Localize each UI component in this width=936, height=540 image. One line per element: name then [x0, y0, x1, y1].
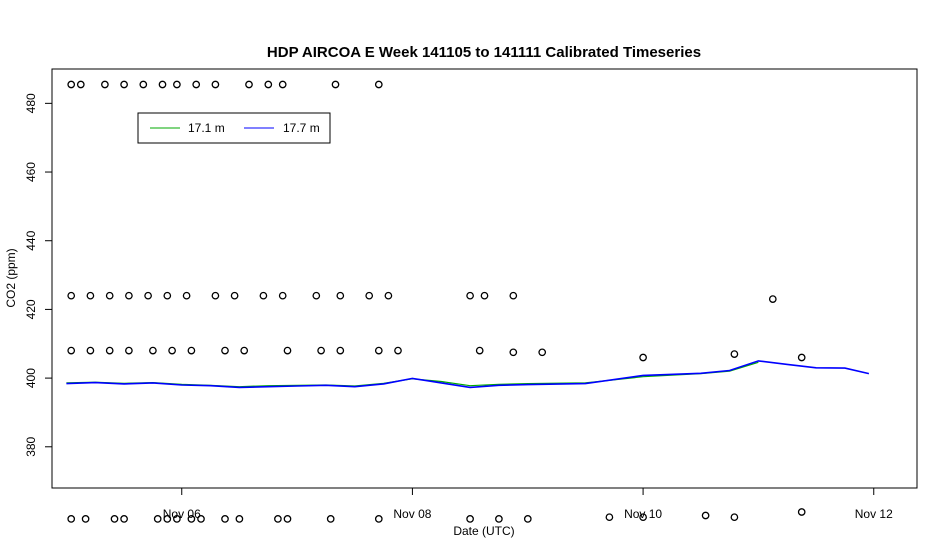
x-axis: Nov 06 Nov 08 Nov 10 Nov 12	[163, 487, 893, 521]
calibration-point	[81, 515, 90, 523]
calibration-point	[120, 515, 128, 523]
calibration-point	[730, 350, 739, 358]
series-line-17-7-m	[66, 360, 870, 389]
y-tick-label: 420	[24, 299, 38, 319]
calibration-point	[523, 515, 532, 523]
calibration-point	[211, 291, 220, 300]
calibration-point	[475, 346, 484, 355]
calibration-point	[163, 291, 172, 300]
calibration-point	[158, 80, 167, 89]
calibration-point	[274, 515, 282, 523]
calibration-point	[144, 291, 152, 300]
calibration-point	[163, 515, 172, 523]
calibration-point	[331, 80, 340, 89]
calibration-point	[245, 80, 253, 89]
calibration-point	[336, 346, 345, 355]
calibration-point	[317, 346, 325, 355]
calibration-point	[240, 346, 249, 355]
calibration-point	[264, 80, 273, 89]
calibration-point	[67, 515, 76, 523]
series-layer	[66, 360, 870, 389]
calibration-point	[336, 291, 345, 300]
calibration-point	[797, 508, 806, 516]
calibration-point	[278, 80, 287, 89]
x-tick-label: Nov 06	[163, 507, 201, 521]
calibration-point	[278, 291, 287, 300]
chart-title: HDP AIRCOA E Week 141105 to 141111 Calib…	[267, 44, 701, 61]
calibration-point	[197, 515, 205, 523]
calibration-point	[605, 513, 614, 522]
legend-label-17-7m: 17.7 m	[283, 121, 320, 135]
y-tick-label: 380	[24, 436, 38, 456]
calibration-point	[235, 515, 244, 523]
y-tick-label: 400	[24, 368, 38, 388]
calibration-point	[149, 346, 157, 355]
calibration-point	[639, 513, 647, 522]
calibration-point	[139, 80, 148, 89]
calibration-point	[192, 80, 201, 89]
calibration-point	[701, 511, 710, 520]
calibration-point	[768, 295, 777, 303]
calibration-point	[374, 515, 383, 523]
calibration-point	[125, 346, 133, 355]
legend: 17.1 m 17.7 m	[137, 112, 331, 144]
calibration-point	[67, 80, 76, 89]
calibration-point	[221, 346, 229, 355]
calibration-point	[509, 291, 518, 300]
calibration-point	[101, 80, 109, 89]
calibration-point	[639, 353, 647, 362]
calibration-point	[76, 80, 85, 89]
calibration-point	[384, 291, 393, 300]
calibration-point	[466, 515, 474, 523]
calibration-point	[466, 291, 474, 300]
calibration-point	[105, 291, 114, 300]
calibration-point	[86, 346, 95, 355]
calibration-point	[730, 513, 739, 522]
calibration-point	[211, 80, 220, 89]
calibration-point	[509, 348, 518, 357]
calibration-point	[538, 348, 547, 357]
calibration-point	[394, 346, 402, 355]
x-tick-label: Nov 08	[393, 507, 431, 521]
calibration-point	[283, 515, 292, 523]
calibration-points	[67, 80, 806, 523]
x-tick-label: Nov 10	[624, 507, 662, 521]
calibration-point	[153, 515, 162, 523]
y-tick-label: 440	[24, 230, 38, 250]
x-axis-label: Date (UTC)	[453, 524, 514, 538]
calibration-point	[187, 515, 196, 523]
calibration-point	[797, 353, 806, 362]
calibration-point	[168, 346, 176, 355]
calibration-point	[374, 346, 383, 355]
y-axis: 380 400 420 440 460 480	[24, 93, 53, 457]
calibration-point	[495, 515, 503, 523]
calibration-point	[67, 291, 76, 300]
calibration-point	[125, 291, 133, 300]
calibration-point	[105, 346, 114, 355]
calibration-point	[259, 291, 268, 300]
calibration-point	[173, 80, 181, 89]
calibration-point	[480, 291, 489, 300]
x-tick-label: Nov 12	[855, 507, 893, 521]
calibration-point	[120, 80, 128, 89]
y-axis-label: CO2 (ppm)	[4, 248, 18, 307]
y-tick-label: 460	[24, 162, 38, 182]
calibration-point	[365, 291, 374, 300]
calibration-point	[326, 515, 335, 523]
calibration-point	[187, 346, 196, 355]
calibration-point	[67, 346, 76, 355]
calibration-point	[283, 346, 292, 355]
calibration-point	[230, 291, 239, 300]
calibration-point	[374, 80, 383, 89]
calibration-point	[221, 515, 229, 523]
calibration-point	[173, 515, 181, 523]
calibration-point	[86, 291, 95, 300]
legend-label-17-1m: 17.1 m	[188, 121, 225, 135]
calibration-point	[182, 291, 191, 300]
calibration-point	[312, 291, 321, 300]
calibration-point	[110, 515, 119, 523]
y-tick-label: 480	[24, 93, 38, 113]
